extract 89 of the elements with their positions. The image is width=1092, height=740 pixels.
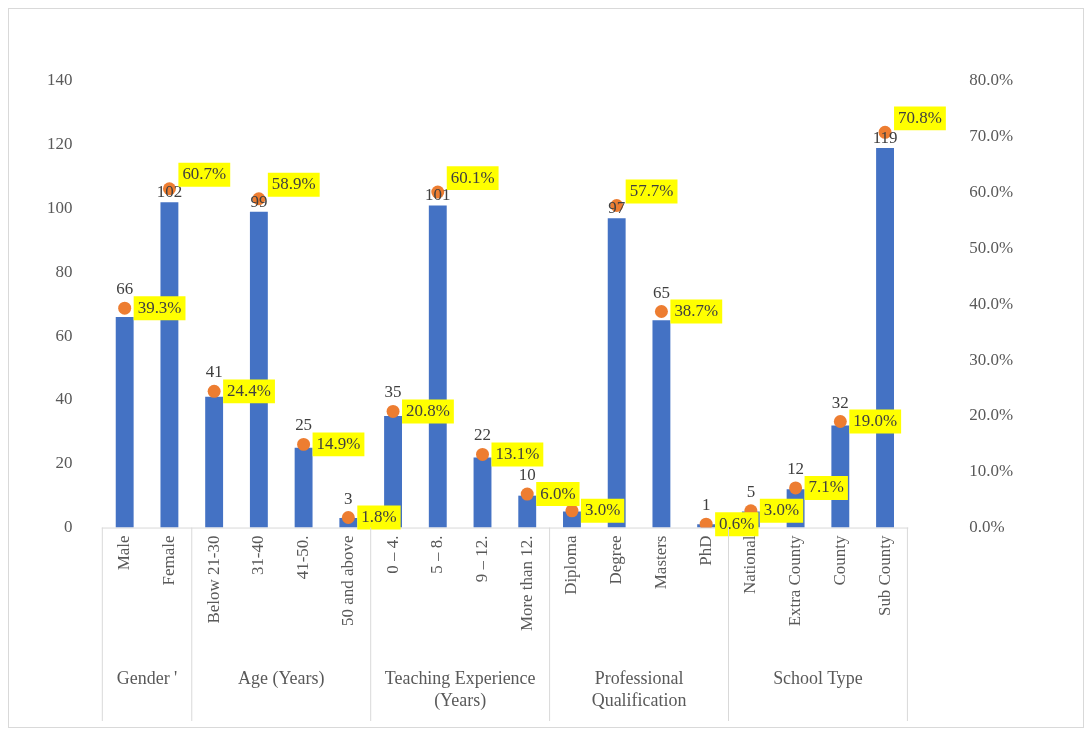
x-tick-label: 31-40 bbox=[248, 535, 268, 576]
y-tick-label: 100 bbox=[46, 198, 73, 218]
data-label: 39.3% bbox=[137, 297, 182, 317]
bar bbox=[294, 447, 313, 528]
data-label: 102 bbox=[156, 182, 183, 202]
text: Professional Qualification bbox=[591, 667, 687, 710]
point bbox=[789, 481, 803, 495]
x-tick-label: Extra County bbox=[785, 535, 805, 627]
x-tick-label: 50 and above bbox=[337, 535, 357, 626]
y-tick-label: 60 bbox=[55, 325, 73, 345]
y-tick-label: 20 bbox=[55, 453, 73, 473]
point bbox=[699, 517, 713, 528]
data-label: 32 bbox=[831, 392, 849, 412]
y2-tick-label: 50.0% bbox=[969, 237, 1014, 257]
data-label: 60.1% bbox=[450, 167, 495, 187]
data-label: 3.0% bbox=[763, 500, 800, 520]
y2-tick-label: 20.0% bbox=[969, 405, 1014, 425]
y-tick-label: 140 bbox=[46, 70, 73, 90]
y2-tick-label: 10.0% bbox=[969, 461, 1014, 481]
bar bbox=[652, 320, 671, 528]
data-label: 3 bbox=[344, 488, 353, 508]
data-label: 13.1% bbox=[495, 443, 540, 463]
x-tick-label: Sub County bbox=[874, 535, 894, 617]
y-tick-label: 40 bbox=[55, 389, 73, 409]
point bbox=[833, 415, 847, 428]
text: School Type bbox=[773, 667, 863, 688]
text: Teaching Experience (Years) bbox=[384, 667, 536, 711]
x-tick-label: 5 – 8. bbox=[427, 535, 447, 574]
y2-tick-label: 70.0% bbox=[969, 126, 1014, 146]
data-label: 25 bbox=[295, 415, 313, 435]
data-label: 1 bbox=[701, 495, 711, 515]
point bbox=[476, 447, 489, 461]
x-tick-label: 9 – 12. bbox=[471, 535, 491, 583]
x-tick-label: Diploma bbox=[561, 535, 581, 595]
bar bbox=[473, 457, 492, 528]
data-label: 65 bbox=[652, 282, 670, 302]
data-label: 57.7% bbox=[629, 180, 674, 200]
text: Age (Years) bbox=[238, 667, 325, 689]
point bbox=[386, 404, 400, 418]
point bbox=[654, 305, 668, 319]
data-label: 119 bbox=[872, 127, 898, 147]
y-tick-label: 0 bbox=[63, 517, 73, 537]
bar bbox=[115, 317, 134, 528]
bar bbox=[205, 396, 224, 528]
data-label: 35 bbox=[384, 382, 402, 402]
x-tick-label: Masters bbox=[650, 535, 670, 590]
data-label: 6.0% bbox=[540, 483, 576, 503]
x-tick-label: More than 12. bbox=[516, 535, 536, 632]
y-tick-label: 80 bbox=[55, 261, 73, 281]
y2-tick-label: 80.0% bbox=[969, 70, 1014, 90]
data-label: 20.8% bbox=[406, 400, 450, 420]
point bbox=[207, 384, 221, 398]
point bbox=[118, 301, 132, 315]
data-label: 58.9% bbox=[271, 174, 316, 194]
x-tick-label: Male bbox=[114, 535, 134, 571]
data-label: 70.8% bbox=[898, 107, 942, 127]
x-tick-label: 41-50. bbox=[293, 535, 313, 580]
text: Gender ' bbox=[116, 667, 178, 688]
data-label: 14.9% bbox=[316, 433, 361, 453]
data-label: 1.8% bbox=[361, 506, 397, 526]
point bbox=[520, 487, 534, 501]
data-label: 66 bbox=[116, 279, 134, 299]
y-tick-label: 120 bbox=[46, 134, 73, 154]
point bbox=[341, 511, 355, 524]
y2-tick-label: 60.0% bbox=[969, 182, 1014, 202]
data-label: 10 bbox=[518, 465, 536, 485]
data-label: 22 bbox=[474, 425, 491, 445]
bar bbox=[518, 495, 537, 528]
data-label: 7.1% bbox=[808, 477, 844, 497]
x-tick-label: PhD bbox=[695, 535, 715, 566]
x-tick-label: 0 – 4. bbox=[382, 535, 402, 574]
x-tick-label: National bbox=[740, 535, 760, 594]
data-label: 12 bbox=[787, 458, 805, 478]
data-label: 60.7% bbox=[182, 164, 227, 184]
x-tick-label: County bbox=[829, 535, 849, 586]
x-tick-label: Female bbox=[158, 535, 178, 586]
x-tick-label: Degree bbox=[606, 535, 626, 585]
data-label: 24.4% bbox=[227, 380, 271, 400]
data-label: 101 bbox=[425, 185, 451, 205]
y2-tick-label: 0.0% bbox=[969, 517, 1005, 537]
x-tick-label: Below 21-30 bbox=[203, 535, 223, 624]
point bbox=[297, 437, 311, 451]
y2-tick-label: 30.0% bbox=[969, 349, 1014, 369]
data-label: 5 bbox=[746, 481, 756, 501]
data-label: 41 bbox=[205, 362, 223, 382]
y2-tick-label: 40.0% bbox=[969, 293, 1014, 313]
data-label: 19.0% bbox=[853, 410, 898, 430]
data-label: 3.0% bbox=[584, 500, 621, 520]
data-label: 38.7% bbox=[674, 301, 719, 320]
